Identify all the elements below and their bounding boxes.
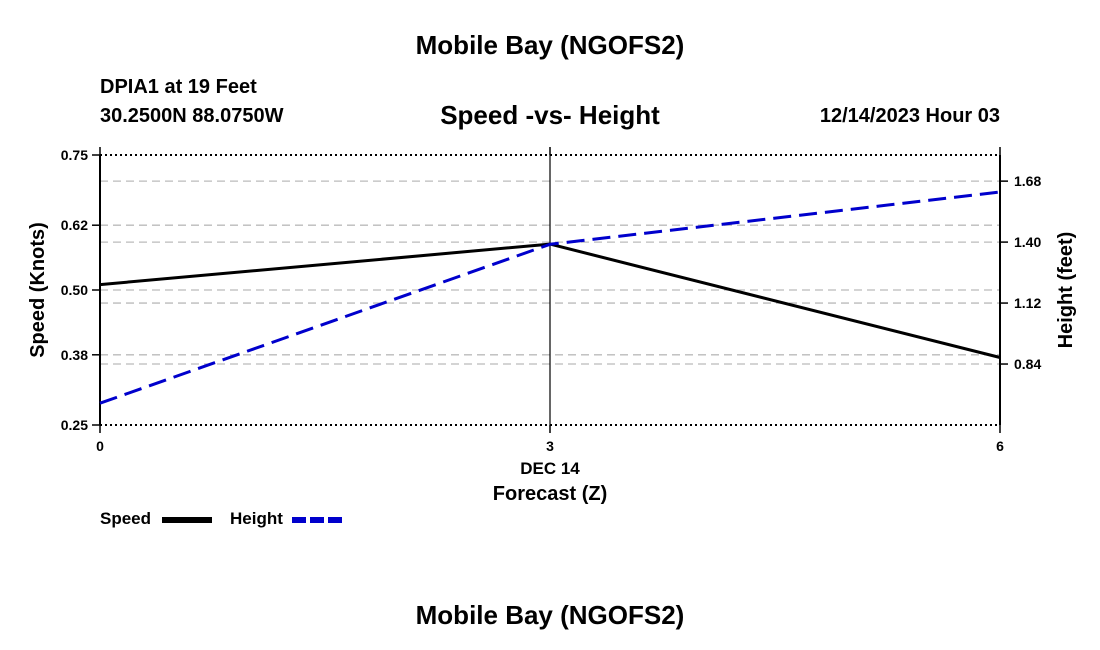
chart-labels: 0.25 0.38 0.50 0.62 0.75 0.84 1.12 1.40 1.68 0 3 6 D… xyxy=(27,147,1077,505)
x-date-label: DEC 14 xyxy=(520,459,580,478)
x-tick-label: 3 xyxy=(546,438,554,454)
y-axis-label-left: Speed (Knots) xyxy=(27,222,49,358)
legend-label-height: Height xyxy=(230,509,283,528)
station-label: DPIA1 at 19 Feet xyxy=(100,76,257,98)
chart-title: Speed -vs- Height xyxy=(440,100,660,130)
forecast-datetime: 12/14/2023 Hour 03 xyxy=(819,105,1000,127)
chart-series xyxy=(99,190,1001,405)
page-title-bottom: Mobile Bay (NGOFS2) xyxy=(415,600,685,630)
x-tick-label: 0 xyxy=(96,438,104,454)
y-tick-label-right: 1.40 xyxy=(1014,234,1041,250)
y-tick-label-left: 0.62 xyxy=(61,217,88,233)
x-tick-label: 6 xyxy=(996,438,1004,454)
legend-label-speed: Speed xyxy=(100,509,152,528)
y-tick-label-right: 1.68 xyxy=(1014,173,1041,189)
y-tick-label-right: 0.84 xyxy=(1014,356,1041,372)
page-title-top: Mobile Bay (NGOFS2) xyxy=(415,30,685,60)
y-axis-label-right: Height (feet) xyxy=(1055,232,1077,349)
x-axis-label: Forecast (Z) xyxy=(493,483,607,505)
chart-axes xyxy=(92,147,1008,433)
y-tick-label-right: 1.12 xyxy=(1014,295,1041,311)
y-tick-label-left: 0.25 xyxy=(61,417,88,433)
y-tick-label-left: 0.38 xyxy=(61,347,88,363)
y-tick-label-left: 0.50 xyxy=(61,282,88,298)
station-coordinates: 30.2500N 88.0750W xyxy=(100,105,284,127)
series-line-height xyxy=(99,190,1001,405)
y-tick-label-left: 0.75 xyxy=(61,147,88,163)
